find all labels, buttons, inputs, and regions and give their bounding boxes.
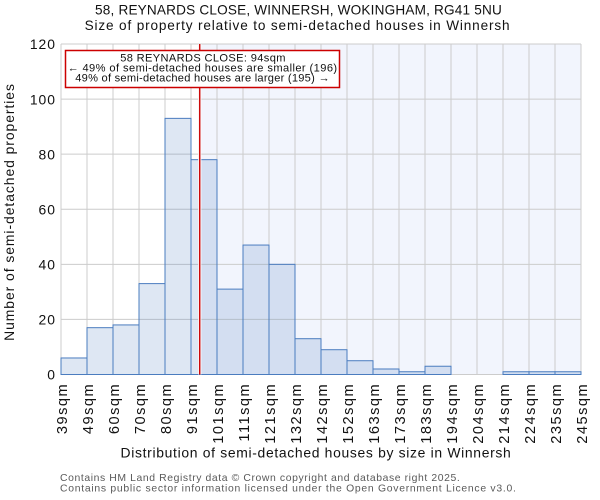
svg-text:60: 60 (39, 202, 56, 218)
svg-text:224sqm: 224sqm (523, 383, 539, 444)
svg-text:173sqm: 173sqm (393, 383, 409, 444)
svg-text:194sqm: 194sqm (445, 383, 461, 444)
svg-text:183sqm: 183sqm (419, 383, 435, 444)
svg-text:49sqm: 49sqm (81, 383, 97, 434)
svg-text:60sqm: 60sqm (107, 383, 123, 434)
svg-text:80: 80 (39, 146, 56, 162)
svg-text:132sqm: 132sqm (289, 383, 305, 444)
svg-text:Number of semi-detached proper: Number of semi-detached properties (1, 83, 17, 341)
svg-text:101sqm: 101sqm (211, 383, 227, 444)
svg-text:111sqm: 111sqm (237, 383, 253, 442)
svg-text:245sqm: 245sqm (575, 383, 591, 444)
svg-text:70sqm: 70sqm (133, 383, 149, 434)
svg-text:152sqm: 152sqm (341, 383, 357, 444)
svg-text:121sqm: 121sqm (263, 383, 279, 444)
svg-text:91sqm: 91sqm (185, 383, 201, 434)
svg-text:80sqm: 80sqm (159, 383, 175, 434)
svg-text:142sqm: 142sqm (315, 383, 331, 444)
svg-text:49% of semi-detached houses ar: 49% of semi-detached houses are larger (… (75, 72, 329, 84)
svg-text:100: 100 (30, 91, 56, 107)
svg-text:40: 40 (39, 257, 56, 273)
svg-text:Contains public sector informa: Contains public sector information licen… (60, 484, 517, 495)
svg-text:214sqm: 214sqm (497, 383, 513, 444)
svg-text:58, REYNARDS CLOSE, WINNERSH,: 58, REYNARDS CLOSE, WINNERSH, WOKINGHAM,… (95, 2, 502, 17)
svg-text:Contains HM Land Registry data: Contains HM Land Registry data © Crown c… (60, 473, 460, 484)
svg-text:← 49% of semi-detached houses: ← 49% of semi-detached houses are smalle… (67, 62, 337, 74)
svg-text:20: 20 (39, 312, 56, 328)
svg-text:0: 0 (47, 367, 56, 383)
svg-text:120: 120 (30, 36, 56, 52)
svg-text:235sqm: 235sqm (549, 383, 565, 444)
svg-text:Distribution of semi-detached: Distribution of semi-detached houses by … (121, 445, 512, 461)
svg-text:39sqm: 39sqm (55, 383, 71, 434)
svg-text:Size of property relative to s: Size of property relative to semi-detach… (85, 18, 511, 33)
svg-text:58 REYNARDS CLOSE: 94sqm: 58 REYNARDS CLOSE: 94sqm (120, 52, 286, 64)
svg-text:204sqm: 204sqm (471, 383, 487, 444)
svg-text:163sqm: 163sqm (367, 383, 383, 444)
